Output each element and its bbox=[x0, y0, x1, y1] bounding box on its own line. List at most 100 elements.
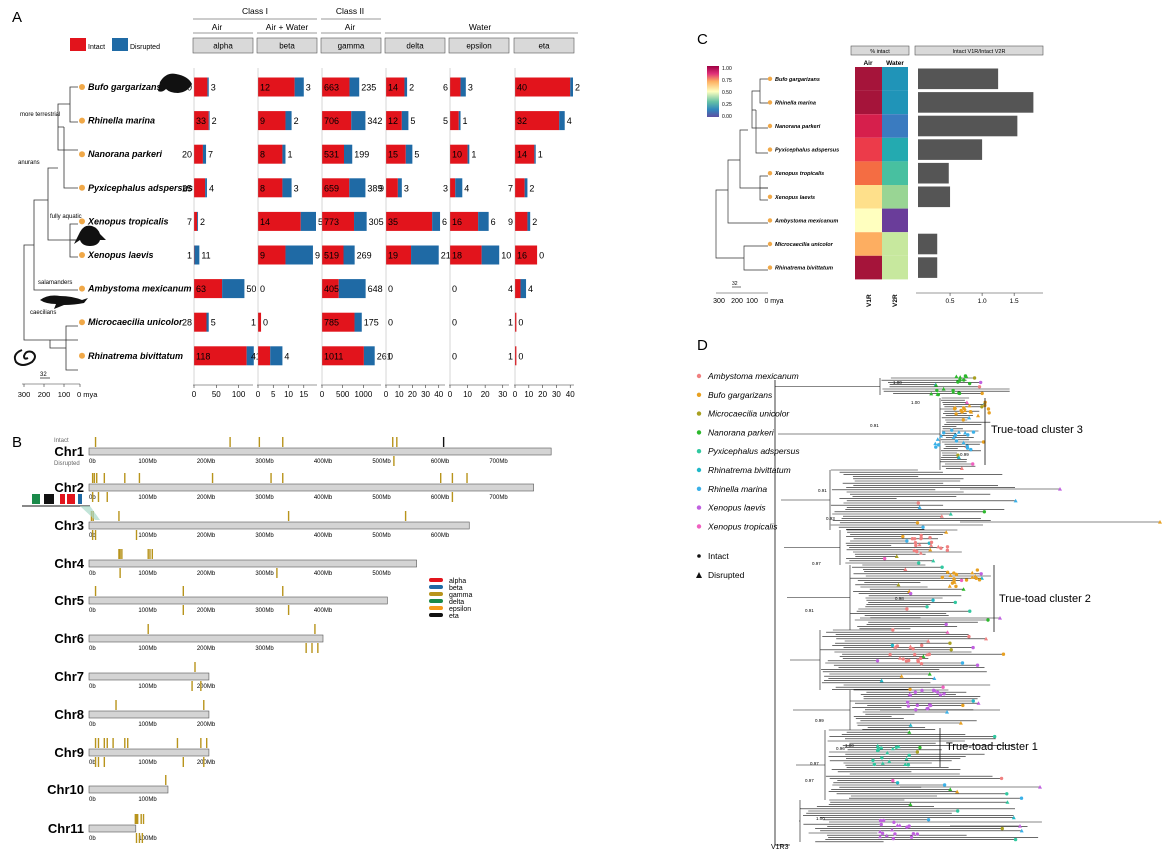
species-legend: Ambystoma mexicanum Bufo gargarizans Micro… bbox=[696, 371, 800, 531]
legend-label-gamma: gamma bbox=[449, 592, 472, 599]
disrupted-tip-icon bbox=[956, 430, 961, 434]
gene-mark-intact bbox=[194, 662, 196, 672]
intact-tip-icon bbox=[961, 418, 965, 422]
chromosome-chr4: Chr4 0b 100Mb 200Mb 300Mb 400Mb 500Mb bbox=[54, 549, 417, 578]
species-label: Rhinella marina bbox=[88, 116, 155, 126]
intact-tip-icon bbox=[906, 763, 910, 767]
chromosome-tick-label: 100Mb bbox=[138, 533, 157, 539]
support-value: 1.00 bbox=[845, 743, 854, 748]
intact-tip-icon bbox=[950, 581, 955, 585]
chromosome-tick-label: 400Mb bbox=[314, 533, 333, 539]
intact-tip-icon bbox=[892, 820, 896, 824]
intact-bar bbox=[322, 245, 344, 265]
chromosome-label: Chr1 bbox=[54, 444, 84, 459]
v2r-heat-cell bbox=[882, 185, 908, 209]
disrupted-count-label: 5 bbox=[410, 116, 415, 126]
disrupted-triangle-icon bbox=[696, 572, 702, 578]
cluster-1-label: True-toad cluster 1 bbox=[946, 741, 1038, 753]
disrupted-tip-icon bbox=[998, 616, 1002, 620]
intact-tip-icon bbox=[908, 693, 913, 697]
gene-mark-disrupted bbox=[97, 492, 100, 502]
intact-bar bbox=[515, 178, 525, 198]
intact-count-label: 14 bbox=[388, 83, 398, 93]
disrupted-tip-icon bbox=[1158, 520, 1162, 524]
disrupted-tip-icon bbox=[1018, 824, 1022, 828]
inset-eta-block bbox=[44, 494, 54, 504]
intact-tip-icon bbox=[971, 462, 975, 466]
c-time-ticks: 300 200 100 0 mya bbox=[713, 298, 783, 305]
habitat-air-1: Air bbox=[212, 22, 223, 32]
intact-tip-icon bbox=[908, 687, 912, 692]
panel-a: A Intact Disrupted Class I Class II Air … bbox=[12, 6, 580, 399]
intact-bar bbox=[194, 77, 208, 97]
inset-beta-block bbox=[78, 494, 82, 504]
intact-bar bbox=[450, 144, 468, 164]
support-value: 0.97 bbox=[805, 778, 814, 783]
facet-tick-label: 30 bbox=[498, 390, 507, 399]
facet-strip-label: delta bbox=[406, 42, 424, 51]
intact-tip-icon bbox=[954, 572, 959, 577]
gene-mark-intact bbox=[182, 586, 184, 596]
gene-mark-intact bbox=[121, 549, 123, 559]
gene-mark-intact bbox=[112, 738, 114, 748]
disrupted-count-label: 305 bbox=[369, 217, 384, 227]
disrupted-tip-icon bbox=[885, 750, 890, 755]
species-node-icon bbox=[79, 252, 85, 258]
disrupted-tip-icon bbox=[934, 383, 939, 387]
intact-tip-icon bbox=[953, 600, 958, 605]
intact-tip-icon bbox=[942, 692, 946, 696]
intact-tip-icon bbox=[949, 648, 953, 652]
species-node-icon bbox=[767, 265, 773, 270]
v2r-heat-cell bbox=[882, 137, 908, 162]
intact-count-label: 4 bbox=[508, 284, 513, 294]
disrupted-count-label: 11 bbox=[201, 251, 210, 261]
time-tick-label: 0 mya bbox=[77, 390, 98, 399]
intact-count-label: 16 bbox=[517, 251, 527, 261]
facet-tick-label: 20 bbox=[538, 390, 547, 399]
disrupted-tip-icon bbox=[984, 636, 989, 641]
intact-bar bbox=[258, 211, 301, 231]
intact-track-label: Intact bbox=[54, 438, 69, 444]
disrupted-count-label: 0 bbox=[388, 284, 393, 294]
intact-tip-icon bbox=[967, 634, 971, 639]
disrupted-bar bbox=[194, 245, 200, 265]
disrupted-tip-icon bbox=[958, 721, 963, 725]
intact-count-label: 1 bbox=[251, 318, 256, 328]
intact-count-label: 16 bbox=[452, 217, 462, 227]
intact-tip-icon bbox=[915, 549, 919, 554]
disrupted-count-label: 2 bbox=[575, 83, 580, 93]
intact-legend-label: Intact bbox=[88, 44, 105, 51]
gene-mark-intact bbox=[451, 473, 454, 483]
facet-tick-label: 10 bbox=[395, 390, 404, 399]
disrupted-tip-icon bbox=[948, 787, 953, 791]
legend-species-label: Nanorana parkeri bbox=[708, 427, 775, 437]
disrupted-tip-icon bbox=[878, 834, 883, 839]
disrupted-count-label: 0 bbox=[260, 284, 265, 294]
v2r-heat-cell bbox=[882, 67, 908, 91]
chromosome-chr11: Chr11 0b 100Mb bbox=[48, 814, 157, 843]
intact-bar bbox=[450, 111, 459, 131]
chromosome-bar bbox=[88, 447, 552, 456]
disrupted-tip-icon bbox=[947, 584, 952, 588]
intact-bar bbox=[386, 245, 412, 265]
legend-species-dot-icon bbox=[696, 411, 702, 416]
chromosome-tick-label: 300Mb bbox=[255, 533, 274, 539]
chromosome-bar bbox=[88, 824, 137, 833]
intact-count-label: 519 bbox=[324, 251, 339, 261]
panel-a-phylogeny bbox=[23, 86, 78, 371]
species-node-icon bbox=[767, 218, 773, 223]
gene-mark-intact bbox=[176, 738, 179, 748]
chromosome-tick-label: 100Mb bbox=[138, 722, 157, 728]
ratio-bar bbox=[918, 68, 999, 90]
gene-mark-intact bbox=[118, 549, 120, 559]
intact-tip-icon bbox=[954, 439, 959, 443]
legend-species-label: Bufo gargarizans bbox=[708, 390, 773, 400]
facet-strip-label: eta bbox=[538, 42, 550, 51]
species-label: Ambystoma mexicanum bbox=[774, 218, 838, 224]
chromosome-label: Chr5 bbox=[54, 593, 84, 608]
intact-count-label: 20 bbox=[182, 150, 192, 160]
intact-tip-icon bbox=[982, 510, 987, 514]
